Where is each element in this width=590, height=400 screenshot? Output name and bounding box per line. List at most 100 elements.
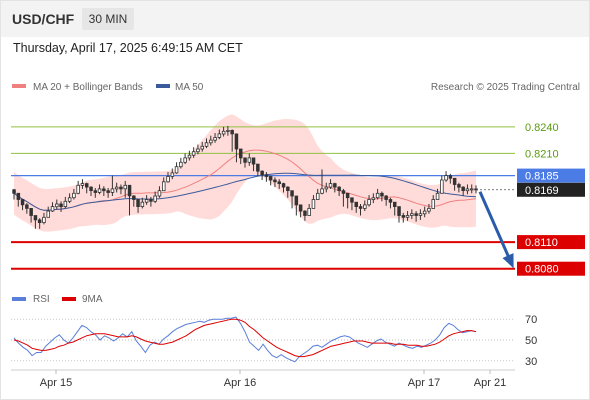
candle-body xyxy=(422,210,427,215)
time-tick-label: Apr 15 xyxy=(40,377,72,389)
last-price-tag xyxy=(517,182,585,197)
candle-body xyxy=(97,188,102,193)
candle-body xyxy=(187,154,192,159)
candle-body xyxy=(72,192,76,199)
candle-body xyxy=(55,203,59,208)
rsi-ma-legend-label: 9MA xyxy=(82,294,103,305)
candle-body xyxy=(435,192,440,200)
candle-body xyxy=(221,130,226,135)
last-price-label: 0.8169 xyxy=(525,185,559,197)
candle-body xyxy=(106,190,110,193)
candle-body xyxy=(324,186,329,190)
candle-body xyxy=(256,163,260,172)
time-axis: Apr 15 Apr 16 Apr 17 Apr 21 xyxy=(40,370,506,389)
candle-body xyxy=(238,148,243,159)
level-label-0.8080: 0.8080 xyxy=(525,264,559,276)
candle-body xyxy=(119,186,123,190)
candle-body xyxy=(345,192,350,199)
candle-body xyxy=(102,188,106,192)
candle-body xyxy=(410,213,414,216)
candle-body xyxy=(179,161,183,168)
candle-body xyxy=(12,189,16,194)
candle-body xyxy=(234,133,239,150)
candle-body xyxy=(33,215,38,221)
candle-body xyxy=(273,179,277,183)
candle-body xyxy=(341,190,346,194)
candle-body xyxy=(29,207,33,216)
candle-body xyxy=(191,151,196,156)
candle-body xyxy=(431,199,435,209)
rsi-tick-50: 50 xyxy=(525,335,537,347)
candle-body xyxy=(42,216,46,224)
forecast-arrow-head xyxy=(502,253,514,269)
candle-body xyxy=(76,184,80,194)
symbol-title: USD/CHF xyxy=(12,11,75,27)
candle-body xyxy=(392,201,397,207)
candle-body xyxy=(209,139,213,144)
candle-body xyxy=(452,177,457,185)
candle-body xyxy=(25,204,29,209)
candle-body xyxy=(16,192,21,200)
ma50-line xyxy=(13,172,477,211)
candle-body xyxy=(444,175,448,181)
candle-body xyxy=(380,192,384,197)
candle-body xyxy=(286,186,290,192)
candle-body xyxy=(363,204,367,209)
candle-body xyxy=(440,179,444,194)
candle-body xyxy=(358,206,363,209)
candle-body xyxy=(123,184,128,190)
candle-body xyxy=(260,170,264,176)
candle-body xyxy=(247,157,252,163)
candle-body xyxy=(350,197,354,203)
candle-body xyxy=(465,188,470,192)
candle-body xyxy=(174,166,179,174)
level-label-0.8210: 0.8210 xyxy=(525,148,559,160)
candle-body xyxy=(294,195,299,206)
candle-body xyxy=(200,145,204,150)
candle-body xyxy=(166,176,170,183)
level-label-0.8185: 0.8185 xyxy=(525,171,559,183)
ma20-legend-label: MA 20 + Bollinger Bands xyxy=(33,82,143,93)
rsi-legend-label: RSI xyxy=(33,294,50,305)
candle-body xyxy=(89,186,93,192)
candle-body xyxy=(114,186,119,190)
candle-body xyxy=(388,199,393,203)
candle-body xyxy=(170,172,175,177)
timeframe-badge[interactable]: 30 MIN xyxy=(82,8,134,30)
candle-body xyxy=(290,190,294,197)
candle-body xyxy=(161,181,166,192)
rsi-plot: 70 50 30 xyxy=(11,314,537,368)
price-plot: 0.8240 0.8210 0.8185 0.8110 0.8080 0.8169 xyxy=(11,114,585,276)
candle-body xyxy=(230,129,234,135)
candle-body xyxy=(367,199,371,206)
candle-body xyxy=(20,199,25,206)
time-tick-label: Apr 16 xyxy=(224,377,256,389)
candle-body xyxy=(448,175,453,179)
candle-body xyxy=(264,174,269,177)
rsi-series-ma9 xyxy=(13,318,477,358)
candle-body xyxy=(405,215,410,218)
candle-body xyxy=(277,181,281,185)
candle-body xyxy=(63,200,68,208)
candle-body xyxy=(196,148,200,153)
candle-body xyxy=(281,183,286,188)
ma50-legend-label: MA 50 xyxy=(175,82,204,93)
candle-body xyxy=(320,188,324,194)
candle-body xyxy=(132,195,136,200)
level-tag-0.8185 xyxy=(517,168,585,183)
candle-body xyxy=(268,176,273,181)
candle-body xyxy=(37,219,42,223)
candle-body xyxy=(127,184,132,197)
candle-body xyxy=(136,199,140,207)
rsi-ma-legend-swatch xyxy=(62,297,76,301)
candle-body xyxy=(46,210,51,218)
chart-datetime: Thursday, April 17, 2025 6:49:15 AM CET xyxy=(13,41,243,55)
candle-body xyxy=(153,195,157,202)
candle-body xyxy=(337,186,341,192)
candle-body xyxy=(217,133,222,138)
bollinger-band xyxy=(14,114,476,232)
rsi-tick-30: 30 xyxy=(525,356,537,368)
candle-body xyxy=(457,184,461,188)
candle-body xyxy=(461,186,465,192)
candle-body xyxy=(226,129,230,132)
